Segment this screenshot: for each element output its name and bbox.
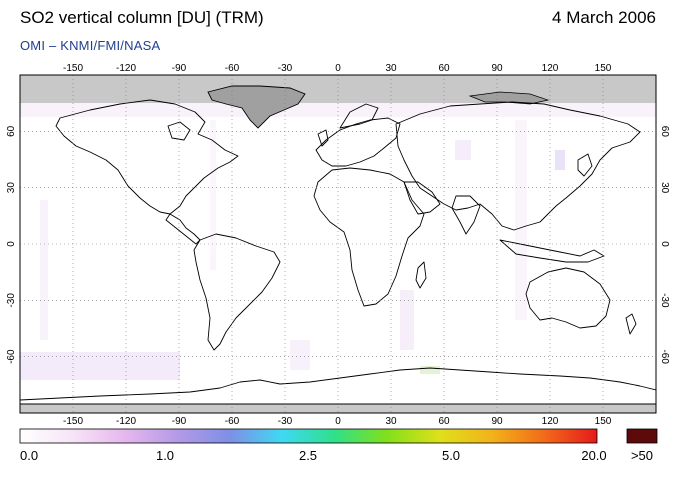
lon-tick-label-bottom: -120 xyxy=(116,416,136,427)
lon-tick-label-bottom: -150 xyxy=(63,416,83,427)
lat-tick-label-right: 60 xyxy=(659,126,670,138)
lat-ticks-right: 60 30 0 -30 -60 xyxy=(659,126,670,365)
colorbar-scale xyxy=(19,428,598,444)
lon-tick-label-top: 120 xyxy=(542,63,559,74)
lon-tick-label-top: 150 xyxy=(595,63,612,74)
map-frame xyxy=(19,74,657,414)
lat-ticks-left: 60 30 0 -30 -60 xyxy=(6,125,17,364)
colorbar-label-3: 5.0 xyxy=(441,448,461,463)
lon-tick-label-bottom: 0 xyxy=(335,416,341,427)
colorbar-label-5: >50 xyxy=(630,448,654,463)
lon-tick-label-bottom: 150 xyxy=(595,416,612,427)
colorbar-label-4: 20.0 xyxy=(581,448,607,463)
coast-scandinavia xyxy=(339,103,379,129)
coastlines xyxy=(20,99,656,405)
lat-tick-label-right: 30 xyxy=(659,182,670,194)
coast-hudson-bay xyxy=(167,121,191,141)
coast-north-america xyxy=(55,99,239,215)
lon-tick-label-top: -90 xyxy=(172,63,187,74)
coast-central-america xyxy=(165,213,201,245)
lon-tick-label-bottom: 60 xyxy=(438,416,450,427)
so2-noise-layer xyxy=(20,103,656,380)
map-content xyxy=(20,75,656,413)
lat-tick-label-left: 0 xyxy=(6,241,17,247)
colorbar-label-0: 0.0 xyxy=(20,448,39,463)
colorbar-label-2: 2.5 xyxy=(298,448,318,463)
colorbar-overflow-swatch xyxy=(626,428,658,444)
lat-tick-label-right: -60 xyxy=(659,349,670,364)
map-date: 4 March 2006 xyxy=(552,8,656,27)
lon-tick-label-bottom: 30 xyxy=(385,416,397,427)
coast-madagascar xyxy=(415,261,427,289)
svalbard-russia-arctic xyxy=(468,91,550,105)
map-title: SO2 vertical column [DU] (TRM) xyxy=(20,8,264,27)
lon-tick-label-bottom: -90 xyxy=(172,416,187,427)
coast-new-zealand xyxy=(625,313,637,335)
lon-tick-label-bottom: -60 xyxy=(225,416,240,427)
lon-tick-label-top: -120 xyxy=(116,63,136,74)
coast-japan xyxy=(577,153,593,177)
lat-tick-label-left: 60 xyxy=(6,125,17,137)
lat-tick-label-left: -30 xyxy=(6,293,17,308)
lon-tick-label-top: -60 xyxy=(225,63,240,74)
coast-south-america xyxy=(193,233,281,351)
lon-tick-label-bottom: 120 xyxy=(542,416,559,427)
graticule xyxy=(20,75,656,413)
coast-africa xyxy=(313,167,425,307)
lon-tick-label-top: 0 xyxy=(335,63,341,74)
colorbar-label-1: 1.0 xyxy=(155,448,175,463)
lon-tick-label-top: -30 xyxy=(278,63,293,74)
lon-tick-label-top: 30 xyxy=(385,63,397,74)
lon-tick-label-bottom: -30 xyxy=(278,416,293,427)
lat-tick-label-right: 0 xyxy=(659,241,670,247)
coast-british-isles xyxy=(317,129,329,147)
coast-australia xyxy=(525,267,611,329)
lon-ticks-top: -150 -120 -90 -60 -30 0 30 60 90 120 150 xyxy=(63,63,612,74)
coast-antarctica xyxy=(20,367,656,405)
lat-tick-label-right: -30 xyxy=(659,293,670,308)
coast-europe xyxy=(315,117,401,167)
coast-arabia xyxy=(403,181,441,215)
greenland-landmass xyxy=(207,85,306,129)
lon-ticks-bottom: -150 -120 -90 -60 -30 0 30 60 90 120 150 xyxy=(63,416,612,427)
lon-tick-label-top: -150 xyxy=(63,63,83,74)
lon-tick-label-top: 60 xyxy=(438,63,450,74)
lon-tick-label-bottom: 90 xyxy=(491,416,503,427)
lat-tick-label-left: 30 xyxy=(6,182,17,194)
data-credit: OMI – KNMI/FMI/NASA xyxy=(20,38,161,53)
lat-tick-label-left: -60 xyxy=(6,349,17,364)
coast-indonesia xyxy=(499,239,605,263)
coast-india xyxy=(451,195,481,235)
lon-tick-label-top: 90 xyxy=(491,63,503,74)
no-data-south xyxy=(20,404,656,413)
